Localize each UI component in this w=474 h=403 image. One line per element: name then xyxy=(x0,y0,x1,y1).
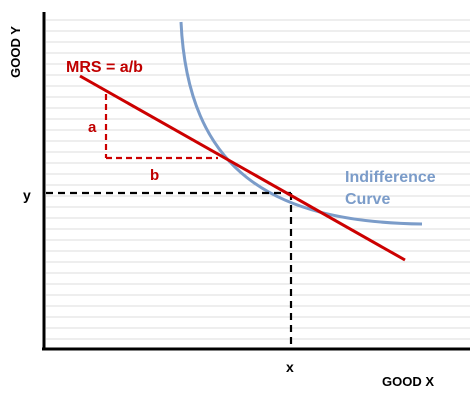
x-point-label: x xyxy=(286,359,294,375)
x-axis-title: GOOD X xyxy=(382,374,434,389)
background-gridlines xyxy=(46,19,470,340)
run-label-b: b xyxy=(150,167,159,184)
mrs-tangent-line xyxy=(79,74,406,262)
y-axis-title: GOOD Y xyxy=(8,26,23,78)
curve-label-line2: Curve xyxy=(345,191,390,208)
mrs-label: MRS = a/b xyxy=(66,59,143,76)
indifference-curve xyxy=(179,21,423,226)
y-point-label: y xyxy=(23,187,31,203)
rise-label-a: a xyxy=(88,119,97,136)
curve-label-line1: Indifference xyxy=(345,169,436,186)
